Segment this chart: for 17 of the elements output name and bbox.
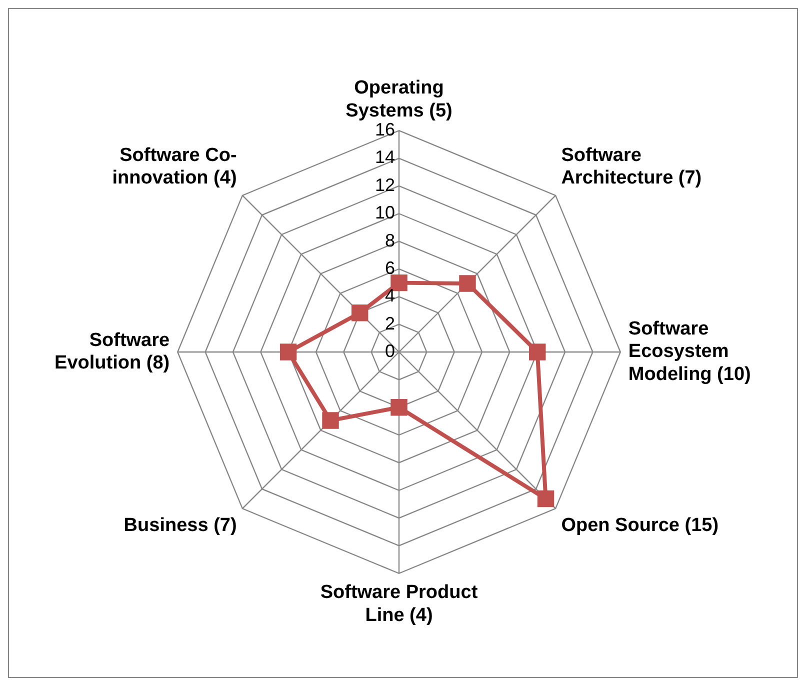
y-tick-label: 4 xyxy=(384,286,395,306)
y-tick-label: 16 xyxy=(374,120,395,140)
y-tick-label: 0 xyxy=(384,340,395,361)
y-tick-label: 14 xyxy=(374,147,395,168)
spoke-label: Business (7) xyxy=(124,514,237,536)
y-tick-label: 8 xyxy=(384,230,395,250)
spoke-label: Software Evolution (8) xyxy=(54,330,170,374)
spoke-label: Software Ecosystem Modeling (10) xyxy=(628,318,751,386)
spoke-label: Software Architecture (7) xyxy=(561,144,702,189)
spoke-label: Open Source (15) xyxy=(561,514,719,536)
y-tick-label: 12 xyxy=(374,174,395,195)
spoke-label: Software Product Line (4) xyxy=(320,582,478,626)
spoke-label: Operating Systems (5) xyxy=(346,78,452,122)
y-tick-label: 6 xyxy=(384,258,395,278)
y-tick-label: 2 xyxy=(384,313,395,334)
spoke-label: Software Co-innovation (4) xyxy=(112,144,237,189)
y-tick-label: 10 xyxy=(374,202,395,223)
